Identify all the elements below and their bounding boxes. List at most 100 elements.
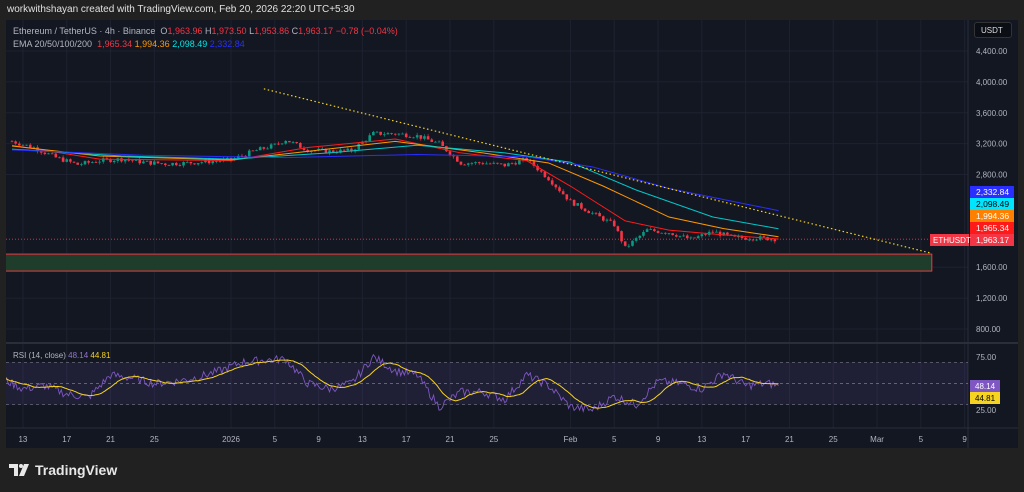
currency-button[interactable]: USDT [974,22,1012,38]
ema200-line [11,149,779,212]
price-label: 2,098.49 [976,199,1009,209]
candle [76,162,79,165]
time-tick-label: 5 [919,435,924,444]
candle [605,219,609,221]
ema100-line [11,144,779,230]
candle [715,231,718,233]
candle [342,149,346,151]
candle [131,160,134,162]
price-label: 1,965.34 [976,223,1009,233]
support-zone [6,253,933,272]
candle [284,140,288,144]
candle [105,158,109,160]
candle [215,161,218,162]
candle [441,141,444,147]
symbol-title[interactable]: Ethereum / TetherUS · 4h · Binance [13,26,156,36]
candle [21,144,25,146]
candle [477,162,481,164]
tradingview-logo-icon [9,464,29,476]
time-tick-label: 21 [106,435,115,444]
candle [558,187,561,192]
candle [507,163,510,167]
candle [748,239,751,241]
candle [678,235,682,237]
rsi-tick-label: 25.00 [976,406,997,415]
candle [755,239,758,241]
candle [773,239,777,242]
time-tick-label: 25 [489,435,498,444]
price-tick-label: 1,200.00 [976,294,1008,303]
candle [430,139,434,142]
candle [25,144,28,146]
candle [397,133,401,135]
candle [631,240,634,246]
candle [266,148,269,150]
candle [123,159,127,162]
candle [83,161,87,165]
candle [554,184,558,188]
candle [167,164,171,166]
candle [580,203,583,209]
candle [350,148,353,152]
rsi-label-box [970,380,1000,392]
candle [91,162,94,163]
time-tick-label: 2026 [222,435,240,444]
candle [299,142,302,148]
candle [295,142,298,143]
candle [142,161,145,164]
candle [262,147,266,149]
candle [448,151,452,156]
candle [178,165,182,166]
price-label: 1,963.17 [976,235,1009,245]
candle [609,219,612,221]
candle [536,165,539,171]
candle [87,161,90,163]
rsi-label[interactable]: RSI (14, close) [13,351,66,360]
candle [393,133,397,135]
time-tick-label: 5 [612,435,617,444]
change-value: −0.78 (−0.04%) [335,26,398,36]
candle [591,212,594,214]
candle [324,148,328,154]
time-tick-label: 9 [316,435,321,444]
candle [711,231,715,233]
candle [664,232,667,234]
candle [171,162,174,166]
candle [696,236,700,239]
candle [255,150,258,152]
candle [445,146,448,152]
rsi-line [6,353,779,413]
time-tick-label: 13 [18,435,27,444]
ema-label[interactable]: EMA 20/50/100/200 [13,39,93,49]
rsi-ma-value: 44.81 [90,351,111,360]
candle [247,150,251,157]
time-tick-label: 9 [962,435,967,444]
candle [80,164,83,166]
price-label-box [970,234,1014,246]
ema100-value: 2,098.49 [172,39,208,49]
candle [437,141,441,143]
candle [54,153,58,158]
candle [656,231,660,233]
candle [470,163,474,164]
high-value: 1,973.50 [211,26,247,36]
candle [766,237,769,241]
ema50-value: 1,994.36 [134,39,170,49]
chart-area[interactable] [6,20,1018,448]
candle [682,235,685,237]
low-value: 1,953.86 [254,26,290,36]
candle [602,216,605,221]
ema20-line [11,138,779,240]
candle [543,171,547,178]
candle [474,162,477,164]
candle [456,156,459,162]
time-tick-label: 9 [656,435,661,444]
time-tick-label: Feb [564,435,578,444]
candle [653,229,656,232]
candle [572,199,576,206]
candle [109,158,112,163]
candle [375,131,379,133]
candle [65,159,69,162]
candle [576,203,580,206]
